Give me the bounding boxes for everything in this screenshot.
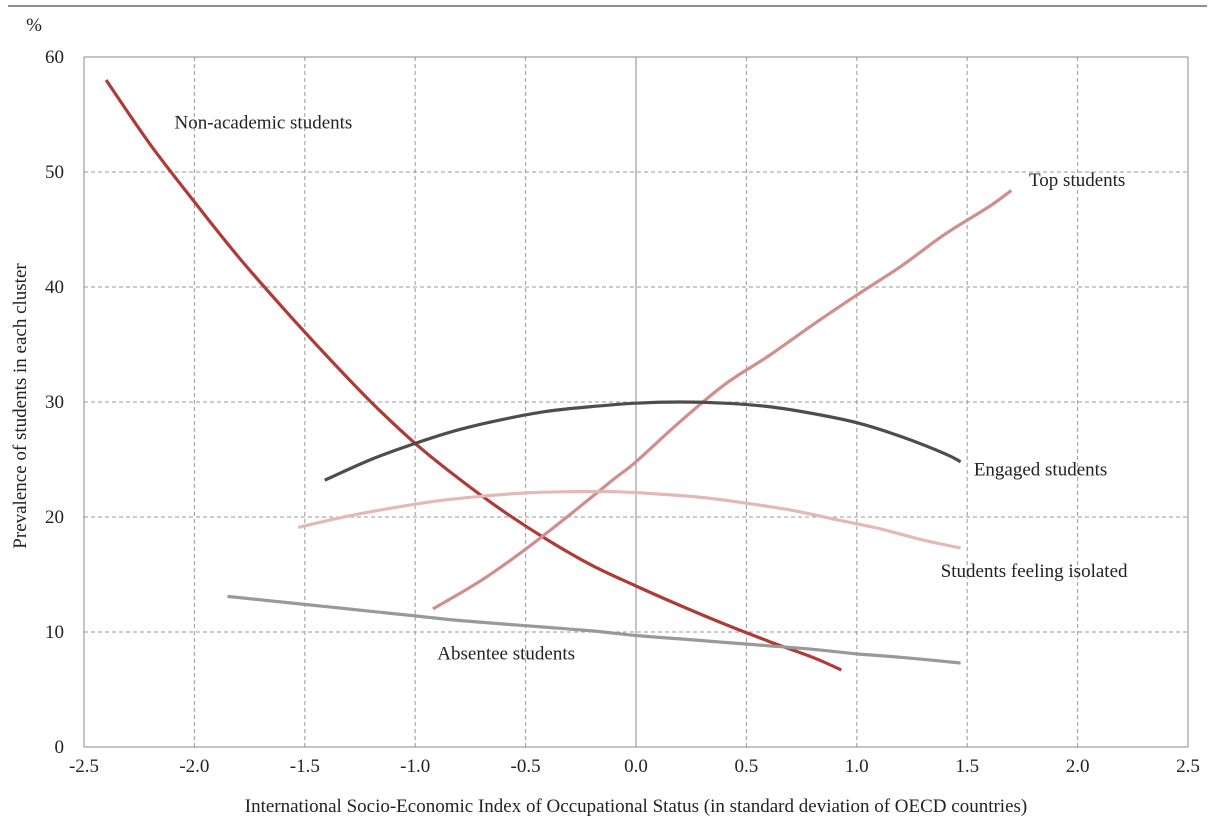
y-tick-label: 50 <box>45 162 64 183</box>
y-tick-label: 0 <box>55 737 65 758</box>
x-tick-label: -2.5 <box>69 756 99 777</box>
x-axis-title: International Socio-Economic Index of Oc… <box>245 796 1027 817</box>
y-tick-label: 60 <box>45 47 64 68</box>
series-line-students-feeling-isolated <box>297 489 961 550</box>
series-label: Engaged students <box>974 460 1108 481</box>
y-unit-label: % <box>26 15 42 36</box>
y-axis-title: Prevalence of students in each cluster <box>10 263 31 549</box>
y-axis-ticks: 0 10 20 30 40 50 60 <box>45 47 64 758</box>
x-tick-label: 1.5 <box>955 756 979 777</box>
series-line-top-students <box>432 189 1013 611</box>
x-tick-label: -1.5 <box>290 756 320 777</box>
series-label: Absentee students <box>437 644 575 665</box>
x-tick-label: 2.5 <box>1176 756 1200 777</box>
x-tick-label: -0.5 <box>511 756 541 777</box>
gridlines <box>84 57 1188 747</box>
series-labels: Non-academic students Top students Engaged… <box>175 112 1128 664</box>
y-tick-label: 20 <box>45 507 64 528</box>
x-tick-label: 0.0 <box>624 756 648 777</box>
series-line-non-academic-students <box>104 79 842 672</box>
x-tick-label: 2.0 <box>1066 756 1090 777</box>
series-line-engaged-students <box>324 400 962 482</box>
x-axis-ticks: -2.5 -2.0 -1.5 -1.0 -0.5 0.0 0.5 1.0 1.5 2.0 2.5 <box>69 756 1200 777</box>
series-line-absentee-students <box>227 594 961 665</box>
series-lines <box>104 79 1013 672</box>
y-tick-label: 40 <box>45 277 64 298</box>
series-label: Students feeling isolated <box>941 561 1128 582</box>
x-tick-label: -2.0 <box>179 756 209 777</box>
y-tick-label: 30 <box>45 392 64 413</box>
x-tick-label: -1.0 <box>400 756 430 777</box>
x-tick-label: 0.5 <box>735 756 759 777</box>
y-tick-label: 10 <box>45 622 64 643</box>
x-tick-label: 1.0 <box>845 756 869 777</box>
series-label: Top students <box>1029 170 1125 191</box>
series-label: Non-academic students <box>175 112 353 133</box>
